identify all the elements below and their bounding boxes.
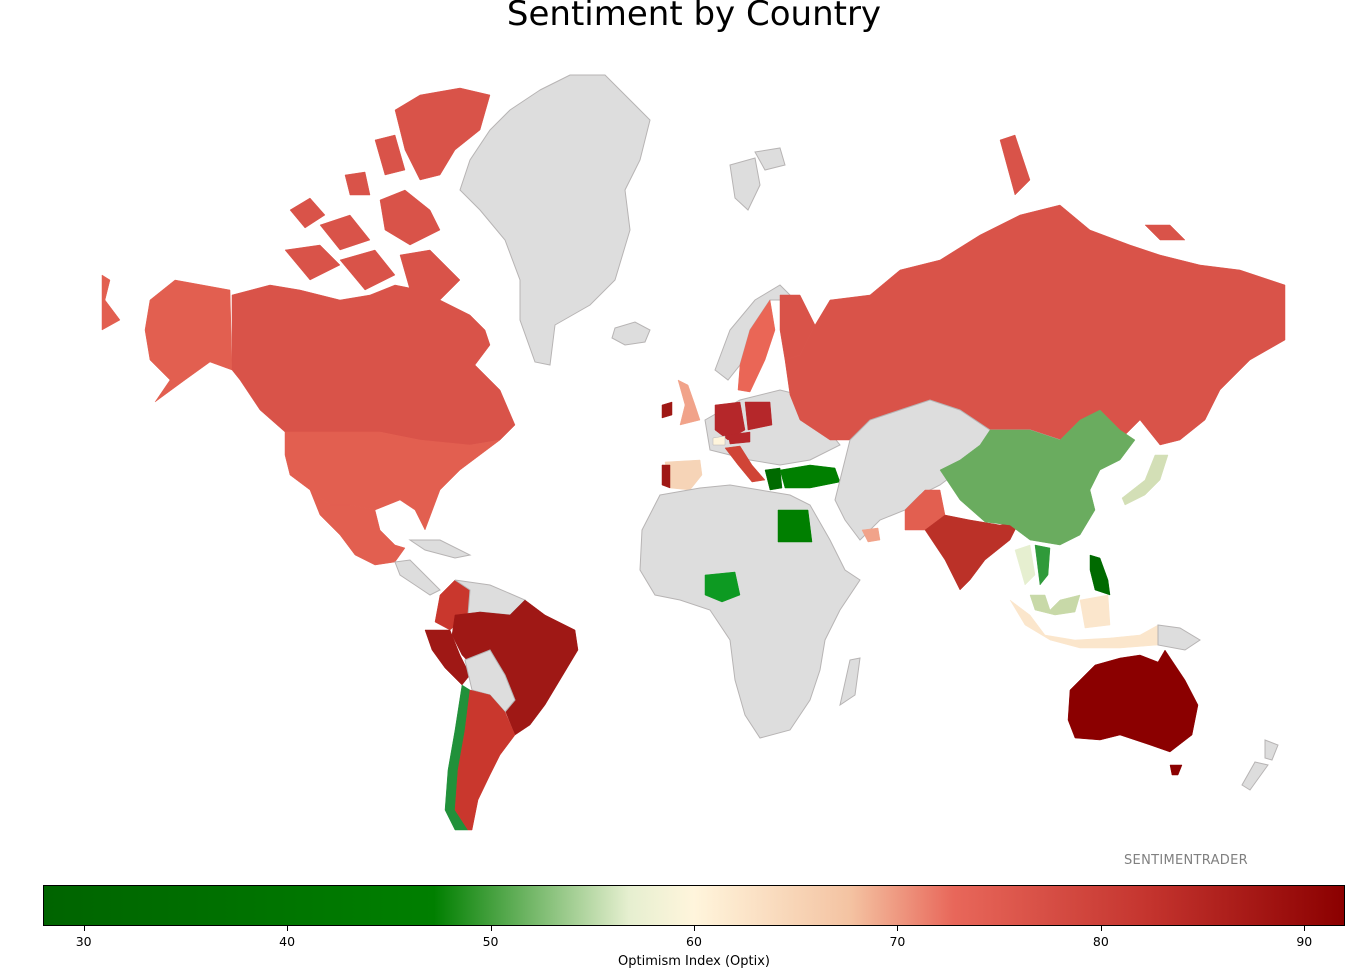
russia[interactable] bbox=[784, 134, 1286, 446]
colorbar-label: Optimism Index (Optix) bbox=[618, 954, 770, 969]
argentina[interactable] bbox=[454, 689, 516, 831]
world-map bbox=[101, 74, 1286, 831]
poland[interactable] bbox=[744, 401, 773, 431]
papua-new-guinea[interactable] bbox=[1157, 624, 1201, 651]
greece[interactable] bbox=[764, 467, 783, 491]
australia[interactable] bbox=[1067, 649, 1199, 776]
united-kingdom[interactable] bbox=[677, 379, 701, 426]
colorbar-tick-label: 50 bbox=[482, 934, 499, 949]
new-zealand[interactable] bbox=[1241, 739, 1279, 791]
chart-title: Sentiment by Country bbox=[506, 0, 882, 34]
indonesia[interactable] bbox=[1009, 594, 1159, 649]
ireland[interactable] bbox=[661, 401, 673, 419]
spain[interactable] bbox=[664, 459, 703, 491]
alaska[interactable] bbox=[101, 274, 233, 403]
africa[interactable] bbox=[639, 484, 861, 739]
colorbar-tick-mark bbox=[694, 926, 695, 931]
nigeria[interactable] bbox=[704, 571, 741, 603]
central-america[interactable] bbox=[394, 539, 472, 596]
colorbar-tick-label: 30 bbox=[75, 934, 92, 949]
colorbar bbox=[43, 885, 1345, 926]
china[interactable] bbox=[939, 409, 1136, 546]
colorbar-tick-label: 40 bbox=[279, 934, 296, 949]
italy[interactable] bbox=[724, 445, 766, 483]
iceland[interactable] bbox=[611, 321, 651, 346]
turkey[interactable] bbox=[779, 464, 841, 489]
portugal[interactable] bbox=[661, 464, 671, 489]
colorbar-tick-label: 80 bbox=[1092, 934, 1109, 949]
colorbar-tick-mark bbox=[1100, 926, 1102, 931]
austria[interactable] bbox=[727, 431, 751, 445]
watermark: SENTIMENTRADER bbox=[1124, 853, 1248, 868]
colorbar-tick-mark bbox=[897, 926, 899, 931]
bolivia-paraguay[interactable] bbox=[464, 649, 516, 713]
mexico[interactable] bbox=[309, 489, 406, 566]
colorbar-tick-label: 70 bbox=[889, 934, 906, 949]
colorbar-tick-label: 60 bbox=[686, 934, 702, 949]
vietnam[interactable] bbox=[1034, 544, 1051, 586]
india[interactable] bbox=[924, 514, 1021, 591]
peru[interactable] bbox=[424, 629, 471, 686]
japan[interactable] bbox=[1121, 454, 1169, 506]
madagascar[interactable] bbox=[839, 657, 861, 707]
svalbard[interactable] bbox=[729, 147, 786, 211]
united-states[interactable] bbox=[284, 431, 501, 531]
colorbar-tick-label: 90 bbox=[1296, 934, 1313, 949]
sweden[interactable] bbox=[737, 299, 776, 393]
greenland[interactable] bbox=[459, 74, 651, 366]
uae[interactable] bbox=[861, 527, 881, 543]
malaysia[interactable] bbox=[1029, 594, 1081, 616]
colorbar-tick-mark bbox=[83, 926, 85, 931]
switzerland[interactable] bbox=[712, 435, 726, 446]
colorbar-tick-mark bbox=[1304, 926, 1306, 931]
thailand[interactable] bbox=[1014, 544, 1036, 586]
canada-arctic-islands[interactable] bbox=[284, 87, 491, 301]
philippines[interactable] bbox=[1089, 554, 1111, 596]
egypt[interactable] bbox=[777, 509, 813, 543]
colorbar-tick-mark bbox=[490, 926, 492, 931]
colorbar-tick-mark bbox=[287, 926, 289, 931]
canada[interactable] bbox=[231, 284, 516, 446]
